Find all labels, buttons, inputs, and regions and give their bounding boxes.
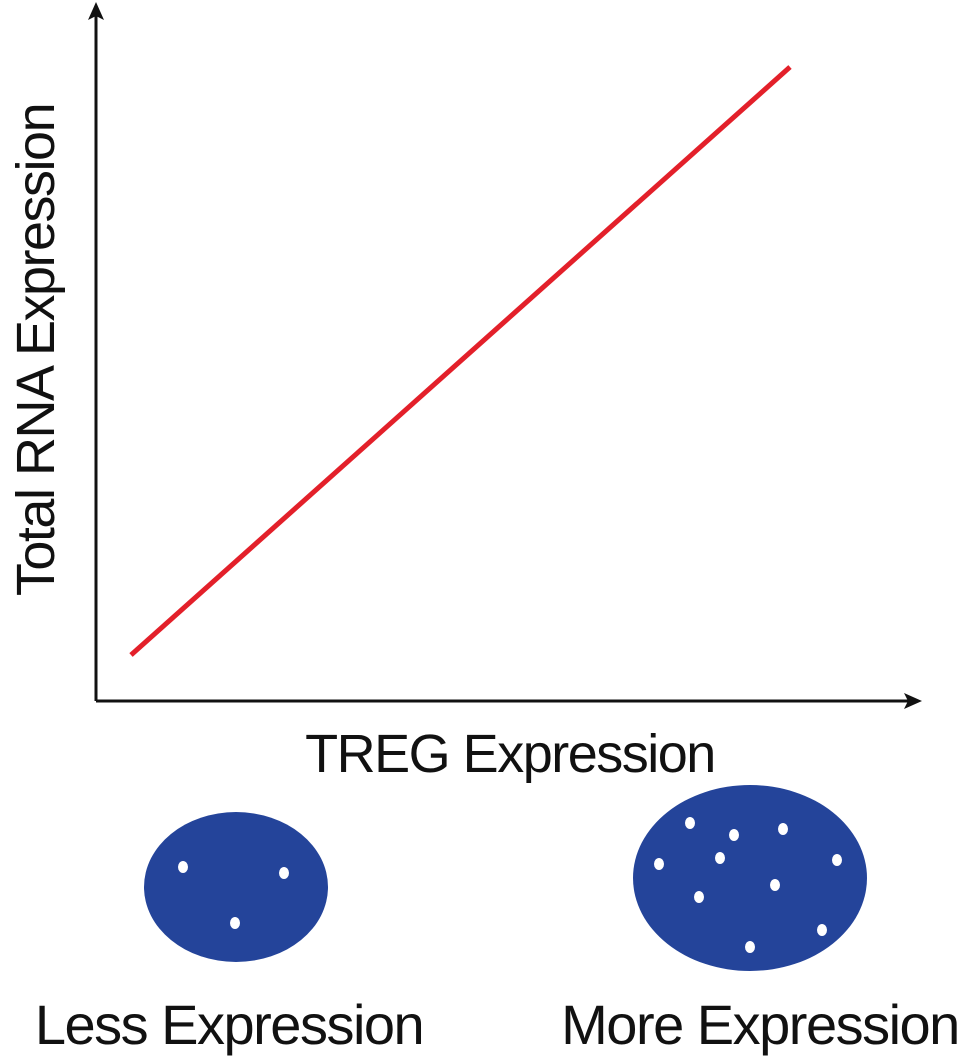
rna-dot [817, 924, 827, 936]
rna-dot [770, 879, 780, 891]
rna-dot [729, 829, 739, 841]
rna-dot [832, 854, 842, 866]
cell-body [633, 785, 867, 971]
x-axis-arrow-icon [904, 693, 922, 709]
more-expression-cell [633, 785, 867, 971]
rna-dot [230, 917, 240, 929]
rna-dot [715, 852, 725, 864]
rna-dot [654, 858, 664, 870]
more-expression-label: More Expression [561, 993, 959, 1056]
y-axis-arrow-icon [88, 2, 104, 20]
cell-body [144, 812, 328, 962]
less-expression-label: Less Expression [35, 993, 423, 1056]
rna-dot [279, 867, 289, 879]
x-axis-label: TREG Expression [305, 724, 715, 784]
trend-line [129, 65, 792, 657]
rna-dot [178, 861, 188, 873]
rna-dot [685, 817, 695, 829]
rna-dot [778, 823, 788, 835]
less-expression-cell [144, 812, 328, 962]
rna-dot [745, 941, 755, 953]
y-axis-label: Total RNA Expression [6, 104, 66, 596]
rna-dot [694, 891, 704, 903]
